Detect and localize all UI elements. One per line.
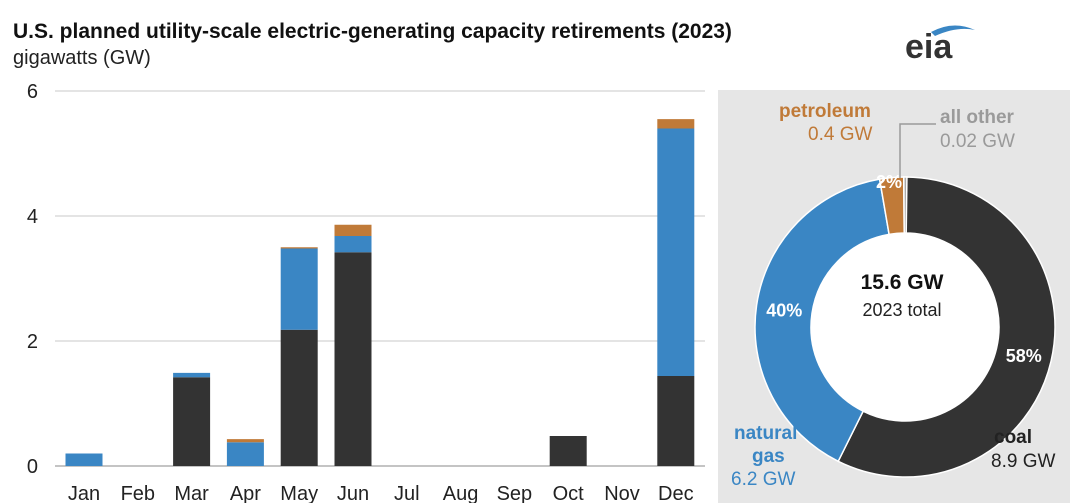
y-tick-label: 0 bbox=[27, 456, 38, 478]
bar-segment-coal bbox=[657, 376, 695, 466]
bar-segment-natural-gas bbox=[334, 236, 372, 253]
y-tick-label: 4 bbox=[27, 206, 38, 228]
donut-slice-all-other bbox=[903, 176, 908, 234]
label-petroleum-value: 0.4 GW bbox=[808, 124, 873, 145]
x-tick-label: Jan bbox=[68, 483, 100, 503]
bar-segment-petroleum bbox=[657, 119, 695, 129]
bar-segment-natural-gas bbox=[173, 372, 211, 378]
donut-center-value: 15.6 GW bbox=[860, 271, 944, 294]
x-tick-label: Sep bbox=[497, 483, 533, 503]
chart-subtitle: gigawatts (GW) bbox=[13, 47, 151, 69]
bar-segment-natural-gas bbox=[226, 442, 264, 466]
x-tick-label: Jun bbox=[337, 483, 369, 503]
donut-chart: 58% 40% 2% bbox=[754, 123, 1056, 478]
label-coal-name: coal bbox=[994, 427, 1033, 448]
bar-segment-coal bbox=[549, 436, 587, 466]
label-natgas-name-line2: gas bbox=[752, 446, 785, 467]
bar-segment-natural-gas bbox=[657, 128, 695, 376]
x-tick-label: Mar bbox=[174, 483, 209, 503]
eia-logo-text: eia bbox=[905, 28, 953, 66]
label-natgas-name-line1: natural bbox=[734, 423, 798, 444]
donut-center-label: 2023 total bbox=[862, 300, 942, 320]
donut-percent-label: 58% bbox=[1006, 346, 1042, 366]
eia-logo: eia bbox=[905, 22, 995, 72]
y-tick-label: 6 bbox=[27, 81, 38, 103]
bar-segment-natural-gas bbox=[280, 248, 318, 330]
x-tick-label: Aug bbox=[443, 483, 479, 503]
x-tick-label: Dec bbox=[658, 483, 694, 503]
y-tick-label: 2 bbox=[27, 331, 38, 353]
label-natgas-value: 6.2 GW bbox=[731, 469, 796, 490]
x-tick-label: Oct bbox=[553, 483, 585, 503]
x-tick-label: Nov bbox=[604, 483, 640, 503]
bar-segment-natural-gas bbox=[65, 453, 103, 466]
x-tick-label: Apr bbox=[230, 483, 261, 503]
x-tick-label: Feb bbox=[121, 483, 155, 503]
label-petroleum-name: petroleum bbox=[779, 101, 871, 122]
stacked-bar-chart: 0 2 4 6 Jan Feb Mar Apr May Jun Jul Aug Sep Oct Nov Dec bbox=[27, 81, 705, 503]
label-coal-value: 8.9 GW bbox=[991, 451, 1056, 472]
bar-segment-coal bbox=[173, 377, 211, 466]
bar-segment-petroleum bbox=[280, 247, 318, 249]
donut-percent-label: 2% bbox=[876, 172, 902, 192]
x-tick-label: May bbox=[280, 483, 318, 503]
x-tick-label: Jul bbox=[394, 483, 420, 503]
donut-percent-label: 40% bbox=[766, 300, 802, 320]
eia-logo-swoosh bbox=[931, 25, 975, 36]
bar-segment-coal bbox=[280, 329, 318, 466]
allother-leader-line bbox=[899, 123, 936, 178]
bar-segment-coal bbox=[334, 252, 372, 466]
chart-title: U.S. planned utility-scale electric-gene… bbox=[13, 20, 732, 43]
label-allother-name: all other bbox=[940, 107, 1014, 128]
label-allother-value: 0.02 GW bbox=[940, 131, 1015, 152]
donut-hole bbox=[811, 233, 999, 421]
donut-panel: 58% 40% 2% 15.6 GW 2023 total petroleum 0.… bbox=[718, 90, 1070, 503]
bar-segment-petroleum bbox=[226, 439, 264, 443]
bar-segment-petroleum bbox=[334, 224, 372, 236]
